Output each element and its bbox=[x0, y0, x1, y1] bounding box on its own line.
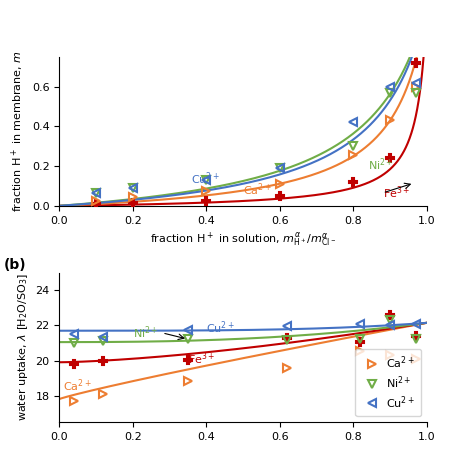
Text: Fe$^{3+}$: Fe$^{3+}$ bbox=[383, 185, 410, 201]
Text: Ni$^{2+}$: Ni$^{2+}$ bbox=[133, 325, 158, 341]
Text: Cu$^{2+}$: Cu$^{2+}$ bbox=[191, 171, 220, 187]
Y-axis label: fraction H$^+$ in membrane, $m$: fraction H$^+$ in membrane, $m$ bbox=[10, 50, 26, 212]
Text: Ni$^{2+}$: Ni$^{2+}$ bbox=[368, 157, 393, 173]
Text: (b): (b) bbox=[4, 258, 27, 272]
X-axis label: fraction H$^+$ in solution, $m^{\alpha}_{\mathrm{H}^+}/m^{\alpha}_{\mathrm{Cl}^-: fraction H$^+$ in solution, $m^{\alpha}_… bbox=[150, 231, 336, 249]
Legend: Ca$^{2+}$, Ni$^{2+}$, Cu$^{2+}$: Ca$^{2+}$, Ni$^{2+}$, Cu$^{2+}$ bbox=[356, 349, 421, 416]
Text: Ca$^{2+}$: Ca$^{2+}$ bbox=[63, 378, 91, 394]
Text: Fe$^{3+}$: Fe$^{3+}$ bbox=[188, 350, 215, 367]
Text: Ca$^{2+}$: Ca$^{2+}$ bbox=[243, 181, 272, 198]
Text: Cu$^{2+}$: Cu$^{2+}$ bbox=[206, 319, 235, 336]
Y-axis label: water uptake, $\lambda$ [H$_2$O/SO$_3$]: water uptake, $\lambda$ [H$_2$O/SO$_3$] bbox=[16, 273, 30, 421]
